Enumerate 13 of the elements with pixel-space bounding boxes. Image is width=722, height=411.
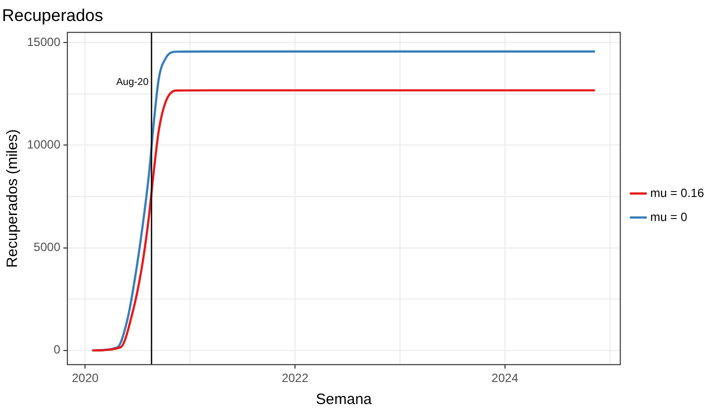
legend-label: mu = 0	[650, 210, 688, 224]
chart-title: Recuperados	[2, 6, 104, 25]
ref-line-label: Aug-20	[116, 77, 149, 88]
y-axis-title: Recuperados (miles)	[4, 129, 22, 268]
y-tick-label: 0	[54, 342, 61, 357]
legend-label: mu = 0.16	[650, 186, 704, 200]
x-tick-label: 2024	[492, 371, 519, 386]
y-tick-label: 5000	[34, 240, 61, 254]
x-axis-title: Semana	[316, 391, 372, 408]
x-tick-label: 2022	[282, 371, 309, 386]
y-tick-label: 15000	[26, 34, 61, 49]
y-tick-label: 10000	[26, 137, 61, 152]
x-tick-label: 2020	[72, 371, 99, 386]
